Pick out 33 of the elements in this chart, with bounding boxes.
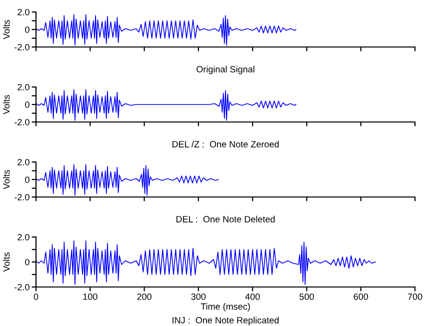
y-tick-label: -2.0: [14, 284, 30, 290]
line-series: [36, 89, 296, 121]
line-series: [36, 14, 296, 46]
y-tick-label: -2.0: [14, 44, 30, 50]
y-tick-label: 0: [25, 176, 30, 183]
x-tick-label: 700: [408, 293, 422, 300]
y-axis-title: Volts: [3, 252, 10, 272]
y-tick-label: 2.0: [18, 234, 30, 240]
y-tick-label: 0: [25, 101, 30, 108]
y-axis-title: Volts: [3, 95, 10, 114]
x-tick-label: 300: [191, 293, 206, 300]
x-tick-label: 500: [300, 293, 314, 300]
x-axis-title: Time (msec): [200, 303, 250, 312]
x-tick-label: 600: [354, 293, 368, 300]
y-tick-label: -2.0: [14, 118, 30, 126]
x-tick-label: 200: [137, 293, 152, 300]
x-tick-label: 400: [245, 293, 260, 300]
y-tick-label: 0: [25, 26, 30, 33]
text: DEL : One Note Deleted: [176, 216, 275, 222]
y-tick-label: 2.0: [18, 8, 30, 16]
text: DEL /Z : One Note Zeroed: [172, 140, 279, 148]
y-tick-label: 0: [25, 258, 30, 266]
line-series: [36, 240, 376, 285]
line-series: [36, 164, 219, 196]
y-tick-label: 2.0: [18, 158, 30, 166]
x-tick-label: 0: [34, 293, 38, 300]
y-axis-title: Volts: [3, 20, 10, 40]
y-tick-label: -2.0: [14, 194, 30, 200]
x-tick-label: 100: [83, 293, 98, 300]
text: INJ : One Note Replicated: [172, 316, 279, 326]
y-tick-label: 2.0: [18, 84, 30, 90]
text: Original Signal: [196, 66, 254, 74]
y-axis-title: Volts: [3, 170, 10, 190]
